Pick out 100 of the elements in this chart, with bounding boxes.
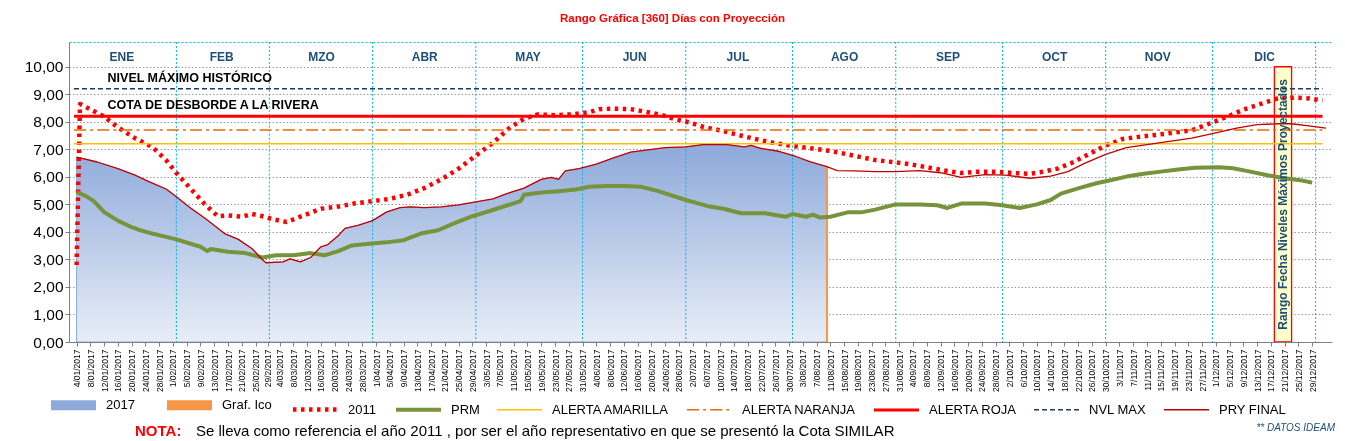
- x-tick-label: 6/07/2017: [701, 349, 712, 388]
- y-tick-label: 9,00: [33, 85, 64, 103]
- x2-tick-label: OCT: [1041, 49, 1068, 64]
- x-tick-label: 22/07/2017: [757, 349, 768, 393]
- text: ** DATOS IDEAM: [1256, 422, 1336, 433]
- x-tick-label: 19/05/2017: [536, 349, 547, 393]
- annotation: COTA DE DESBORDE A LA RIVERA: [107, 98, 319, 113]
- legend-label: NVL MAX: [1089, 401, 1146, 417]
- x-tick-label: 23/05/2017: [550, 349, 561, 393]
- x-tick-label: 1/04/2017: [371, 349, 382, 388]
- legend-label: PRY FINAL: [1219, 401, 1286, 417]
- x-tick-label: 29/04/2017: [467, 349, 478, 393]
- x-tick-label: 3/11/2017: [1114, 349, 1125, 387]
- x-tick-label: 15/08/2017: [839, 349, 850, 393]
- x-tick-label: 21/12/2017: [1280, 349, 1291, 393]
- x-tick-label: 7/11/2017: [1128, 349, 1139, 387]
- x2-tick-label: NOV: [1144, 49, 1171, 64]
- x-tick-label: 16/01/2017: [113, 349, 124, 393]
- legend-label: Graf. Ico: [222, 397, 272, 413]
- x-tick-label: 28/09/2017: [991, 349, 1002, 393]
- x-tick-label: 8/01/2017: [85, 349, 96, 388]
- x-tick-label: 19/08/2017: [853, 349, 864, 393]
- x-tick-label: 15/05/2017: [522, 349, 533, 393]
- y-tick-label: 4,00: [33, 223, 64, 241]
- x-tick-label: 30/07/2017: [784, 349, 795, 393]
- x-tick-label: 29/12/2017: [1307, 349, 1318, 393]
- y-tick-label: 0,00: [33, 333, 64, 351]
- legend-label: 2011: [348, 401, 376, 417]
- x-tick-label: 23/08/2017: [867, 349, 878, 393]
- x-tick-label: 7/08/2017: [812, 349, 823, 388]
- x-tick-label: 20/09/2017: [963, 349, 974, 393]
- x-tick-label: 20/03/2017: [330, 349, 341, 393]
- x-tick-label: 24/06/2017: [660, 349, 671, 393]
- legend-label: ALERTA ROJA: [929, 402, 1017, 417]
- x-tick-label: 12/01/2017: [99, 349, 110, 393]
- x-tick-label: 19/11/2017: [1170, 349, 1181, 392]
- x-tick-label: 16/03/2017: [316, 349, 327, 393]
- y-tick-label: 7,00: [33, 140, 64, 158]
- x-tick-label: 5/02/2017: [182, 349, 193, 388]
- legend-label: ALERTA AMARILLA: [552, 401, 669, 417]
- x2-tick-label: JUL: [726, 49, 750, 64]
- x-tick-label: 16/06/2017: [633, 349, 644, 393]
- x-tick-label: 24/01/2017: [140, 349, 151, 393]
- x-tick-label: 12/09/2017: [936, 349, 946, 393]
- y-tick-label: 5,00: [33, 195, 64, 213]
- x-tick-label: 1/12/2017: [1211, 349, 1222, 388]
- y-tick-label: 10,00: [24, 58, 64, 76]
- x-tick-label: 21/02/2017: [237, 349, 248, 393]
- x-tick-label: 5/12/2017: [1225, 349, 1236, 388]
- x-tick-label: 5/04/2017: [385, 349, 396, 388]
- x-tick-label: 22/10/2017: [1073, 349, 1084, 393]
- x-tick-label: 26/10/2017: [1087, 349, 1098, 393]
- legend-label: PRM: [451, 401, 480, 417]
- x-tick-label: 25/04/2017: [454, 349, 465, 393]
- x-tick-label: 29/2/2017: [263, 349, 274, 388]
- x-tick-label: 11/11/2017: [1142, 349, 1153, 391]
- x-tick-label: 11/08/2017: [825, 349, 836, 392]
- x-tick-label: 28/06/2017: [674, 349, 685, 393]
- x-tick-label: 12/03/2017: [302, 349, 313, 393]
- x-tick-label: 1/02/2017: [168, 349, 179, 388]
- x-tick-label: 17/02/2017: [223, 349, 234, 393]
- x-tick-label: 14/07/2017: [729, 349, 740, 393]
- x-tick-label: 15/11/2017: [1156, 349, 1167, 392]
- x-tick-label: 20/06/2017: [646, 349, 657, 393]
- x2-tick-label: MZO: [308, 49, 335, 64]
- x-tick-label: 30/10/2017: [1101, 349, 1112, 393]
- x-tick-label: 12/06/2017: [619, 349, 630, 393]
- x-tick-label: 3/08/2017: [798, 349, 809, 388]
- x-tick-label: 28/03/2017: [357, 349, 368, 393]
- x-tick-label: 4/01/2017: [72, 349, 83, 388]
- x2-tick-label: SEP: [935, 49, 960, 64]
- x-tick-label: 16/09/2017: [949, 349, 960, 393]
- x-tick-label: 2/07/2017: [688, 349, 699, 388]
- y-tick-label: 3,00: [33, 250, 64, 268]
- x-tick-label: 27/05/2017: [564, 349, 575, 393]
- x-tick-label: 4/06/2017: [591, 349, 602, 388]
- x-tick-label: 17/12/2017: [1266, 349, 1277, 393]
- x-tick-label: 11/05/2017: [509, 349, 520, 392]
- x-tick-label: 9/12/2017: [1238, 349, 1249, 388]
- x-tick-label: 24/03/2017: [343, 349, 354, 393]
- text: NOTA:: [135, 422, 182, 439]
- x-tick-label: 24/09/2017: [977, 349, 988, 393]
- chart-title: Rango Gráfica [360] Días con Proyección: [560, 12, 785, 24]
- x-tick-label: 3/05/2017: [481, 349, 492, 388]
- x-tick-label: 26/07/2017: [770, 349, 781, 393]
- x-tick-label: 28/01/2017: [154, 349, 165, 393]
- x2-tick-label: AGO: [830, 49, 859, 64]
- x-tick-label: 6/10/2017: [1018, 349, 1029, 388]
- text: Se lleva como referencia el año 2011 , por ser el año representativo en que se presentó la Cota SIMILAR: [196, 422, 895, 439]
- x-tick-label: 14/10/2017: [1046, 349, 1057, 393]
- x2-tick-label: JUN: [622, 49, 647, 64]
- x-tick-label: 18/10/2017: [1059, 349, 1070, 393]
- x-tick-label: 13/02/2017: [209, 349, 220, 393]
- y-tick-label: 1,00: [33, 305, 64, 323]
- x-tick-label: 23/11/2017: [1183, 349, 1194, 392]
- x-tick-label: 7/05/2017: [495, 349, 506, 388]
- x-tick-label: 27/08/2017: [880, 349, 891, 393]
- x-tick-label: 4/03/2017: [275, 349, 286, 388]
- y-tick-label: 6,00: [33, 168, 64, 186]
- y-tick-label: 8,00: [33, 113, 64, 131]
